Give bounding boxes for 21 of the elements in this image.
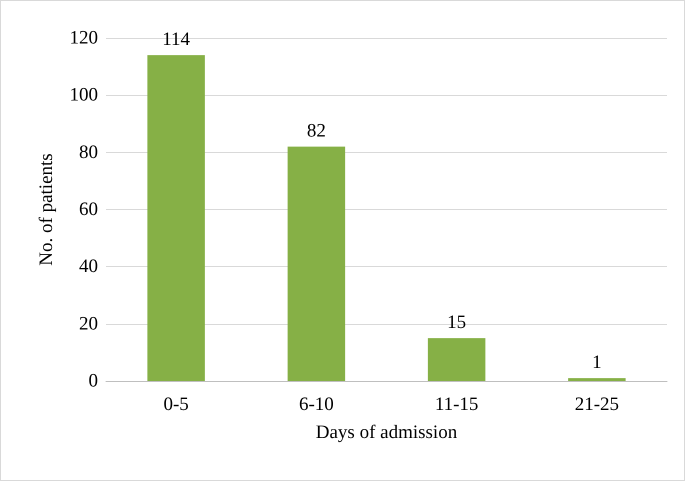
x-tick-label: 21-25	[574, 394, 620, 415]
data-label: 114	[162, 29, 191, 50]
data-label: 82	[306, 120, 326, 142]
x-tick-label: 0-5	[163, 394, 189, 415]
y-tick-label: 120	[70, 28, 98, 48]
y-tick-label: 60	[79, 199, 98, 220]
data-label: 1	[592, 352, 602, 374]
y-tick-label: 20	[79, 313, 98, 334]
x-tick-label: 11-15	[434, 394, 478, 415]
bar	[147, 55, 205, 381]
y-tick-label: 100	[70, 84, 98, 106]
y-tick-label: 40	[79, 256, 98, 278]
y-tick-label: 80	[79, 142, 98, 163]
x-tick-label: 6-10	[298, 394, 334, 415]
y-tick-label: 0	[88, 370, 98, 392]
bar	[428, 338, 486, 381]
bar	[288, 146, 346, 381]
y-axis-title: No. of patients	[36, 153, 57, 266]
bar	[568, 378, 626, 381]
x-axis-title: Days of admission	[316, 422, 458, 443]
data-label: 15	[447, 312, 466, 334]
